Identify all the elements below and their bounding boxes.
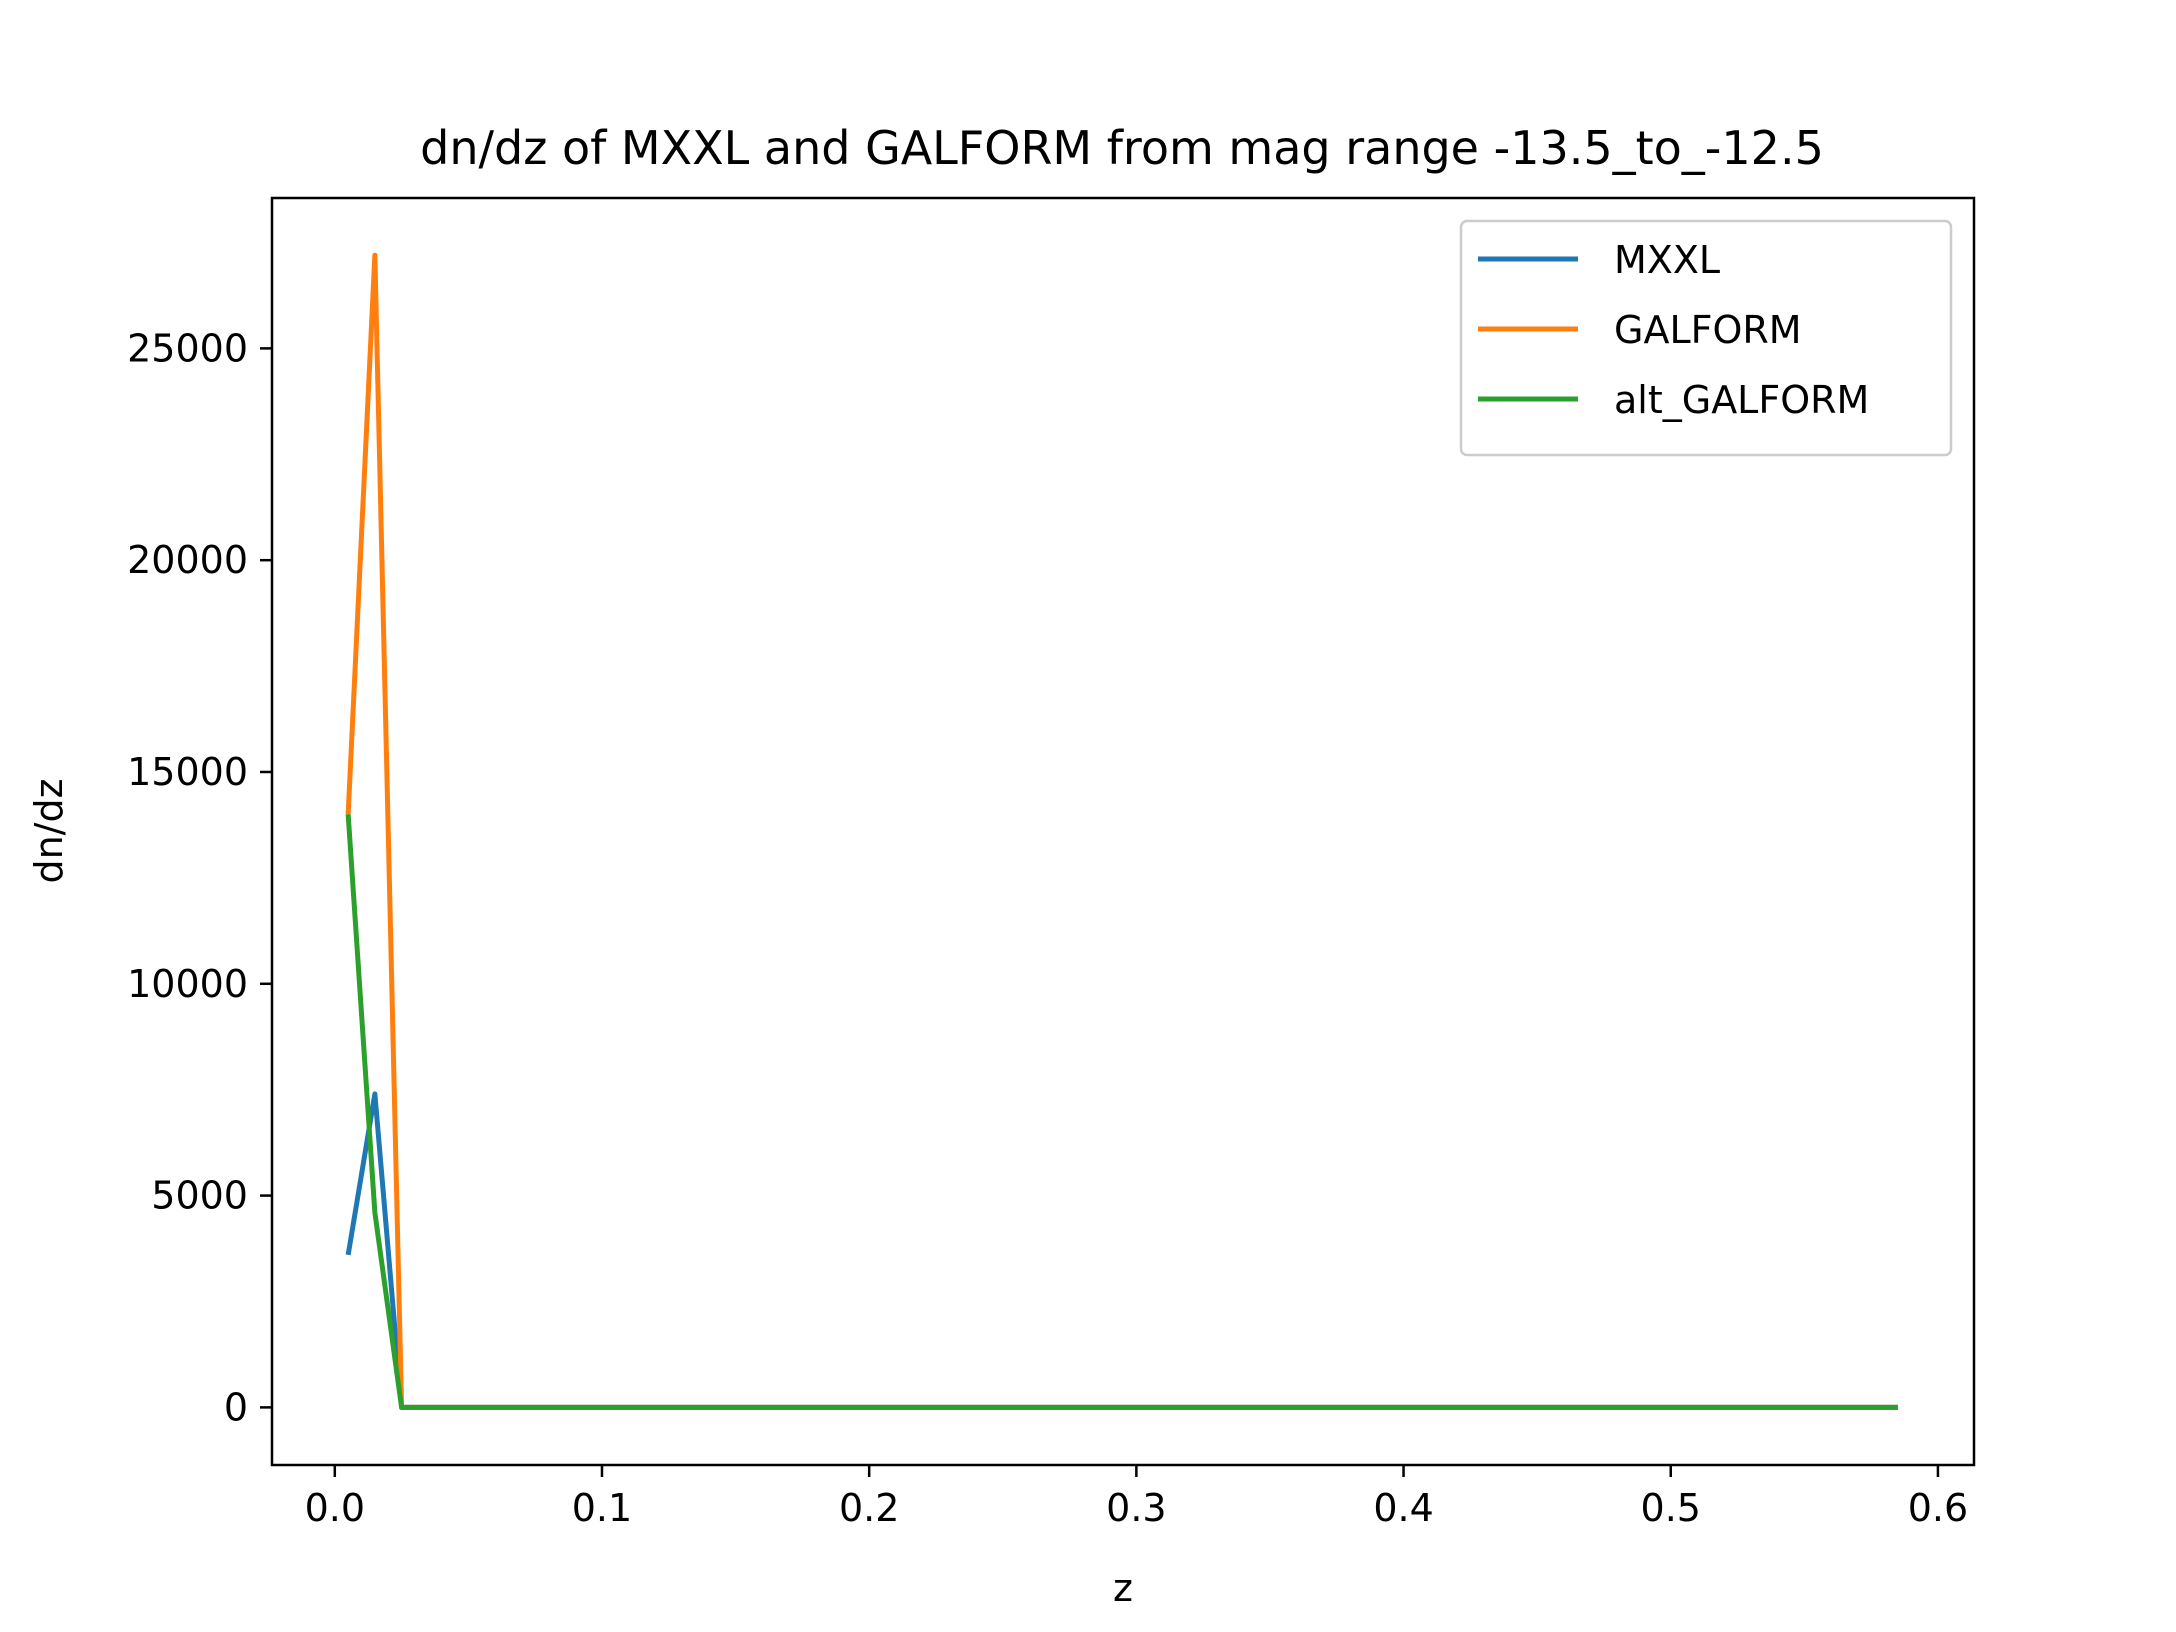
x-axis-label: z (1113, 1566, 1133, 1610)
x-tick-label: 0.1 (572, 1486, 632, 1530)
x-tick-label: 0.3 (1106, 1486, 1166, 1530)
y-axis: 0 5000 10000 15000 20000 25000 (127, 326, 272, 1429)
x-tick-label: 0.0 (305, 1486, 365, 1530)
y-tick-label: 10000 (127, 962, 248, 1006)
legend-label: alt_GALFORM (1614, 378, 1869, 422)
y-tick-label: 15000 (127, 750, 248, 794)
legend-box (1459, 219, 1953, 457)
series-line-alt-galform (345, 814, 1898, 1410)
y-tick-label: 25000 (127, 326, 248, 370)
legend-label: MXXL (1614, 238, 1720, 282)
x-tick-label: 0.6 (1908, 1486, 1968, 1530)
x-tick-label: 0.4 (1373, 1486, 1433, 1530)
legend: MXXL GALFORM alt_GALFORM (1459, 219, 1953, 457)
y-tick-label: 5000 (151, 1174, 248, 1218)
series-layer (345, 252, 1898, 1410)
y-axis-label: dn/dz (27, 778, 71, 883)
x-axis: 0.0 0.1 0.2 0.3 0.4 0.5 0.6 (305, 1465, 1968, 1530)
chart-title: dn/dz of MXXL and GALFORM from mag range… (420, 121, 1824, 175)
x-tick-label: 0.2 (839, 1486, 899, 1530)
plot-area-frame (270, 196, 1976, 1467)
y-tick-label: 0 (224, 1385, 248, 1429)
y-tick-label: 20000 (127, 538, 248, 582)
x-tick-label: 0.5 (1641, 1486, 1701, 1530)
legend-label: GALFORM (1614, 308, 1802, 352)
